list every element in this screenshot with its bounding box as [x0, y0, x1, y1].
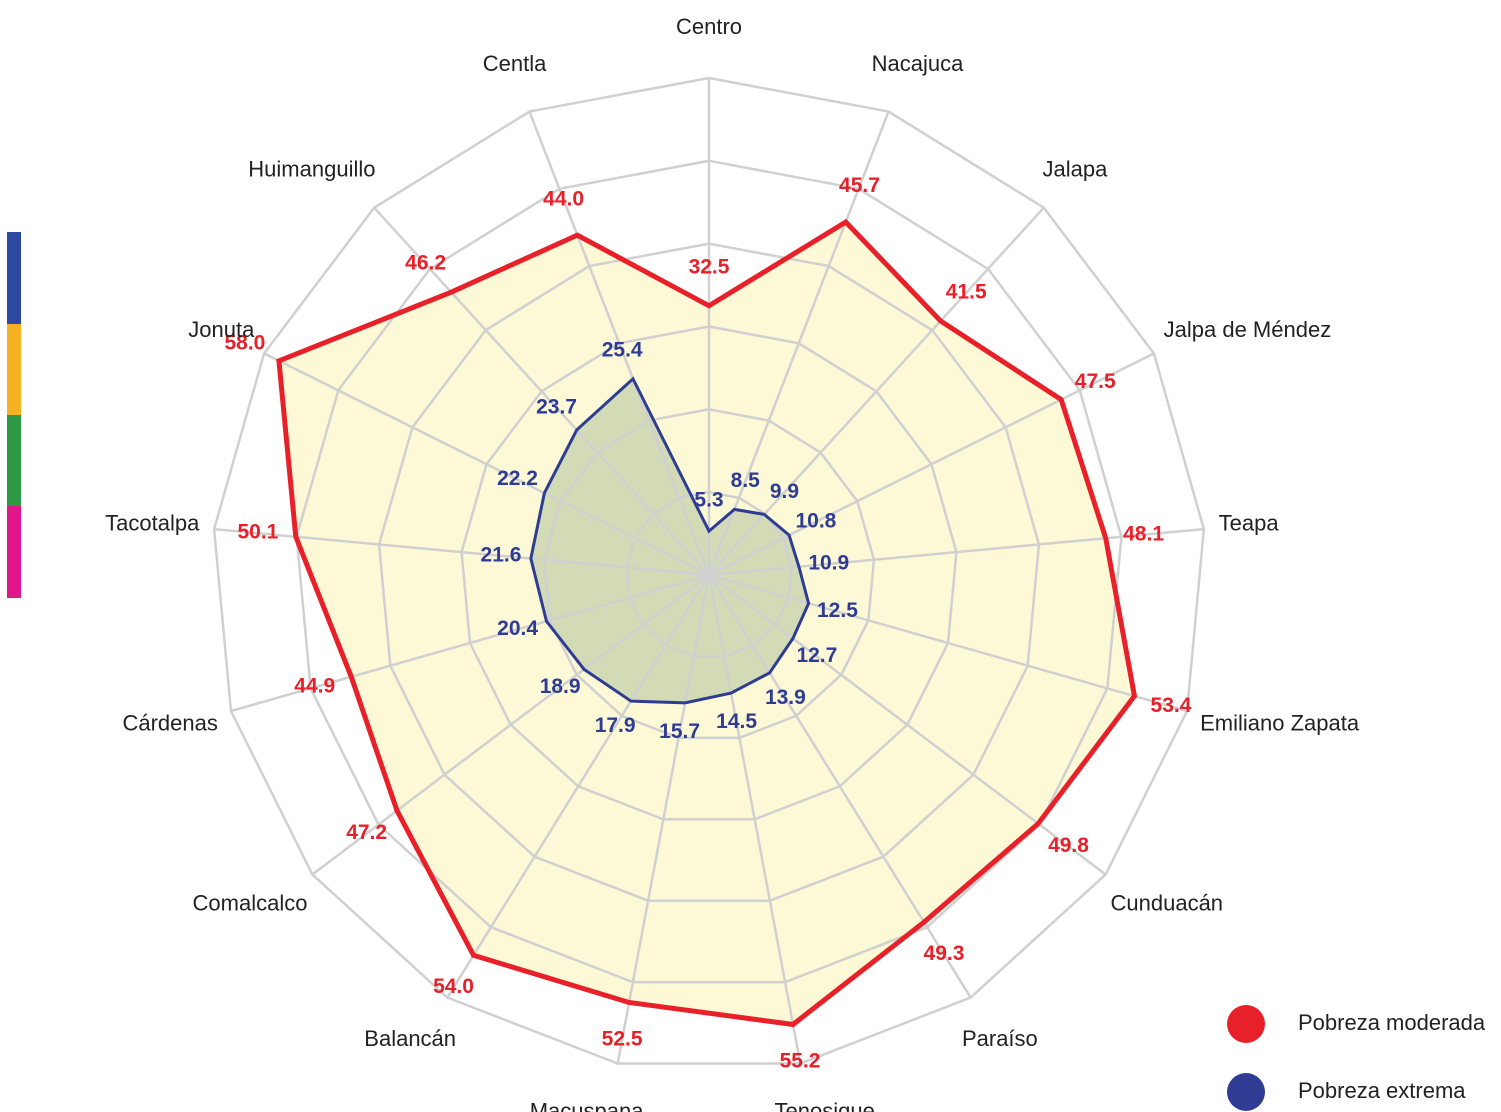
category-label: Jalpa de Méndez: [1164, 317, 1332, 342]
category-label: Emiliano Zapata: [1200, 711, 1360, 736]
value-label: 12.5: [817, 599, 858, 622]
value-label: 46.2: [405, 252, 446, 275]
legend-label: Pobreza extrema: [1298, 1078, 1466, 1103]
spoke: [230, 573, 710, 713]
value-label: 25.4: [602, 338, 643, 361]
value-label: 47.5: [1075, 370, 1116, 393]
category-label: Centla: [483, 51, 547, 76]
value-label: 13.9: [765, 686, 806, 709]
series-line: [276, 218, 1138, 1028]
category-label: Nacajuca: [872, 51, 964, 76]
value-label: 49.8: [1048, 834, 1089, 857]
value-label: 45.7: [839, 174, 880, 197]
value-label: 44.9: [294, 675, 335, 698]
grid-ring: [460, 325, 958, 821]
spoke: [708, 527, 1204, 577]
value-label: 10.8: [795, 509, 836, 532]
category-label: Teapa: [1219, 510, 1280, 535]
value-label: 20.4: [497, 617, 538, 640]
category-label: Jalapa: [1043, 157, 1109, 182]
value-label: 48.1: [1123, 522, 1164, 545]
grid-ring: [212, 76, 1206, 1065]
spoke: [263, 352, 710, 577]
category-label: Macuspana: [530, 1098, 645, 1112]
value-label: 32.5: [689, 255, 730, 278]
spoke: [528, 111, 711, 576]
grid-ring: [625, 490, 793, 658]
value-label: 15.7: [659, 720, 700, 743]
value-label: 47.2: [346, 821, 387, 844]
grid-ring: [542, 408, 876, 740]
category-label: Huimanguillo: [248, 157, 375, 182]
value-label: 41.5: [946, 280, 987, 303]
value-label: 10.9: [808, 551, 849, 574]
spoke: [708, 352, 1155, 577]
category-label: Balancán: [364, 1026, 456, 1051]
category-label: Tenosique: [775, 1098, 875, 1112]
value-label: 8.5: [731, 469, 761, 492]
category-label: Paraíso: [962, 1026, 1038, 1051]
value-label: 23.7: [536, 395, 577, 418]
value-label: 49.3: [924, 942, 965, 965]
value-label: 5.3: [694, 489, 723, 512]
legend-marker: [1227, 1005, 1265, 1043]
value-label: 22.2: [497, 467, 538, 490]
value-label: 50.1: [237, 521, 278, 544]
value-label: 55.2: [780, 1049, 821, 1072]
category-label: Tacotalpa: [105, 510, 200, 535]
value-label: 18.9: [540, 675, 581, 698]
value-label: 17.9: [595, 714, 636, 737]
legend-marker: [1227, 1073, 1265, 1111]
series-line: [529, 376, 811, 705]
spoke: [446, 574, 711, 999]
value-label: 52.5: [602, 1027, 643, 1050]
color-strip: [7, 324, 21, 415]
spoke: [616, 574, 711, 1064]
spoke: [708, 573, 1188, 713]
value-label: 12.7: [796, 644, 837, 667]
value-label: 14.5: [716, 710, 757, 733]
color-strip: [7, 415, 21, 506]
category-label: Cunduacán: [1111, 890, 1224, 915]
color-strip: [7, 232, 21, 324]
grid-ring: [295, 159, 1123, 984]
value-label: 21.6: [481, 543, 522, 566]
value-label: 53.4: [1151, 694, 1192, 717]
category-label: Cárdenas: [122, 711, 217, 736]
category-label: Jonuta: [188, 317, 255, 342]
legend-label: Pobreza moderada: [1298, 1010, 1486, 1035]
spoke: [707, 111, 890, 576]
spoke: [311, 574, 710, 876]
value-label: 44.0: [543, 187, 584, 210]
category-label: Comalcalco: [193, 890, 308, 915]
value-label: 58.0: [224, 331, 265, 354]
category-label: Centro: [676, 14, 742, 39]
value-label: 9.9: [770, 480, 799, 503]
grid-ring: [377, 242, 1041, 902]
value-label: 54.0: [433, 975, 474, 998]
spoke: [373, 206, 710, 576]
spoke: [707, 574, 972, 999]
spoke: [707, 574, 802, 1064]
color-strip: [7, 506, 21, 598]
